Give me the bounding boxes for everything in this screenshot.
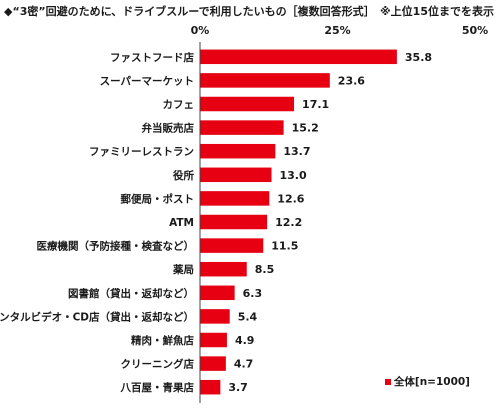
legend-label: 全体[n=1000] bbox=[393, 376, 470, 388]
bar bbox=[200, 356, 226, 371]
value-label: 12.6 bbox=[277, 192, 304, 205]
legend: 全体[n=1000] bbox=[384, 374, 470, 389]
category-label: カフェ bbox=[163, 99, 195, 111]
category-label: ファストフード店 bbox=[110, 51, 194, 64]
x-tick-label: 50% bbox=[462, 24, 488, 37]
category-label: 役所 bbox=[172, 169, 194, 182]
bar bbox=[200, 96, 295, 112]
bar bbox=[200, 261, 247, 277]
category-label: スーパーマーケット bbox=[100, 75, 194, 87]
bar bbox=[200, 191, 270, 206]
value-label: 13.0 bbox=[280, 169, 307, 182]
category-label: 薬局 bbox=[172, 263, 194, 276]
category-label: クリーニング店 bbox=[121, 358, 195, 371]
bar bbox=[200, 379, 221, 395]
category-label: 八百屋・青果店 bbox=[120, 381, 195, 394]
bar bbox=[200, 309, 230, 324]
bar bbox=[200, 49, 397, 65]
bar bbox=[200, 332, 227, 348]
value-label: 12.2 bbox=[275, 216, 302, 229]
value-label: 13.7 bbox=[283, 145, 310, 158]
value-label: 3.7 bbox=[228, 381, 248, 394]
value-label: 6.3 bbox=[243, 287, 263, 300]
value-label: 8.5 bbox=[255, 263, 275, 276]
bar bbox=[200, 285, 235, 301]
category-label: ファミリーレストラン bbox=[89, 146, 194, 158]
category-label: 弁当販売店 bbox=[142, 122, 195, 135]
x-tick-label: 0% bbox=[191, 24, 210, 37]
value-label: 35.8 bbox=[405, 51, 432, 64]
value-label: 23.6 bbox=[338, 74, 365, 87]
bar bbox=[200, 73, 330, 88]
bar bbox=[200, 167, 272, 183]
value-label: 4.7 bbox=[234, 358, 254, 371]
bar bbox=[200, 143, 276, 159]
value-label: 15.2 bbox=[292, 122, 319, 135]
x-tick-label: 25% bbox=[324, 24, 350, 37]
category-label: 医療機関（予防接種・検査など） bbox=[37, 240, 195, 253]
bar bbox=[200, 120, 284, 135]
value-label: 5.4 bbox=[238, 310, 258, 323]
category-label: 郵便局・ポスト bbox=[121, 192, 195, 205]
bar bbox=[200, 214, 268, 230]
chart-note: ※上位15位までを表示 bbox=[379, 5, 494, 18]
chart-title: ◆“3密”回避のために、ドライブスルーで利用したいもの［複数回答形式］ bbox=[4, 5, 375, 18]
value-label: 11.5 bbox=[271, 240, 298, 253]
bar bbox=[200, 238, 264, 253]
value-label: 4.9 bbox=[235, 334, 255, 347]
legend-swatch bbox=[384, 378, 391, 385]
category-label: レンタルビデオ・CD店（貸出・返却など） bbox=[0, 310, 194, 323]
category-label: 図書館（貸出・返却など） bbox=[68, 287, 194, 300]
category-label: ATM bbox=[169, 217, 194, 229]
category-label: 精肉・鮮魚店 bbox=[131, 334, 194, 347]
value-label: 17.1 bbox=[302, 98, 329, 111]
